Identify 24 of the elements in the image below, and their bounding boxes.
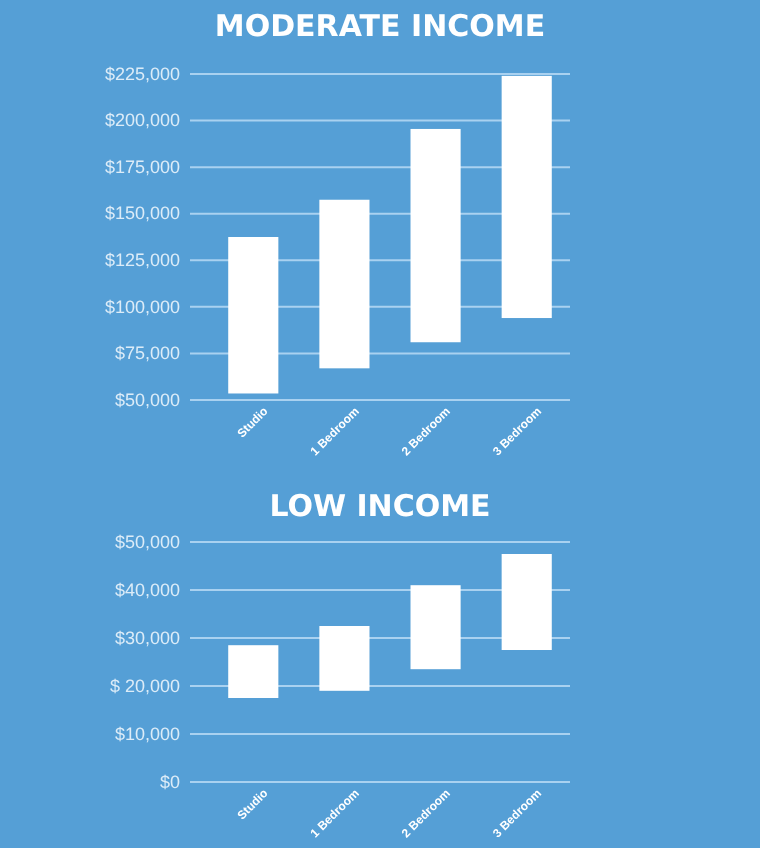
bar bbox=[319, 626, 370, 691]
y-tick-label: $40,000 bbox=[114, 579, 180, 600]
bar bbox=[410, 585, 461, 670]
bar bbox=[410, 128, 461, 343]
y-tick-label: $100,000 bbox=[104, 296, 180, 317]
y-tick-label: $0 bbox=[159, 771, 180, 792]
bar bbox=[228, 237, 279, 394]
y-tick-label: $10,000 bbox=[114, 723, 180, 744]
y-tick-label: $200,000 bbox=[104, 110, 180, 131]
y-tick-label: $175,000 bbox=[104, 156, 180, 177]
y-tick-label: $125,000 bbox=[104, 250, 180, 271]
bar bbox=[228, 645, 279, 698]
y-tick-label: $225,000 bbox=[104, 63, 180, 84]
bar bbox=[501, 554, 552, 650]
bar bbox=[319, 199, 370, 369]
y-tick-label: $50,000 bbox=[114, 531, 180, 552]
chart-title: MODERATE INCOME bbox=[214, 8, 546, 44]
y-tick-label: $30,000 bbox=[114, 627, 180, 648]
y-tick-label: $150,000 bbox=[104, 203, 180, 224]
y-tick-label: $ 20,000 bbox=[109, 675, 180, 696]
chart-title: LOW INCOME bbox=[269, 488, 491, 524]
bar bbox=[501, 75, 552, 319]
y-tick-label: $75,000 bbox=[114, 343, 180, 364]
y-tick-label: $50,000 bbox=[114, 389, 180, 410]
